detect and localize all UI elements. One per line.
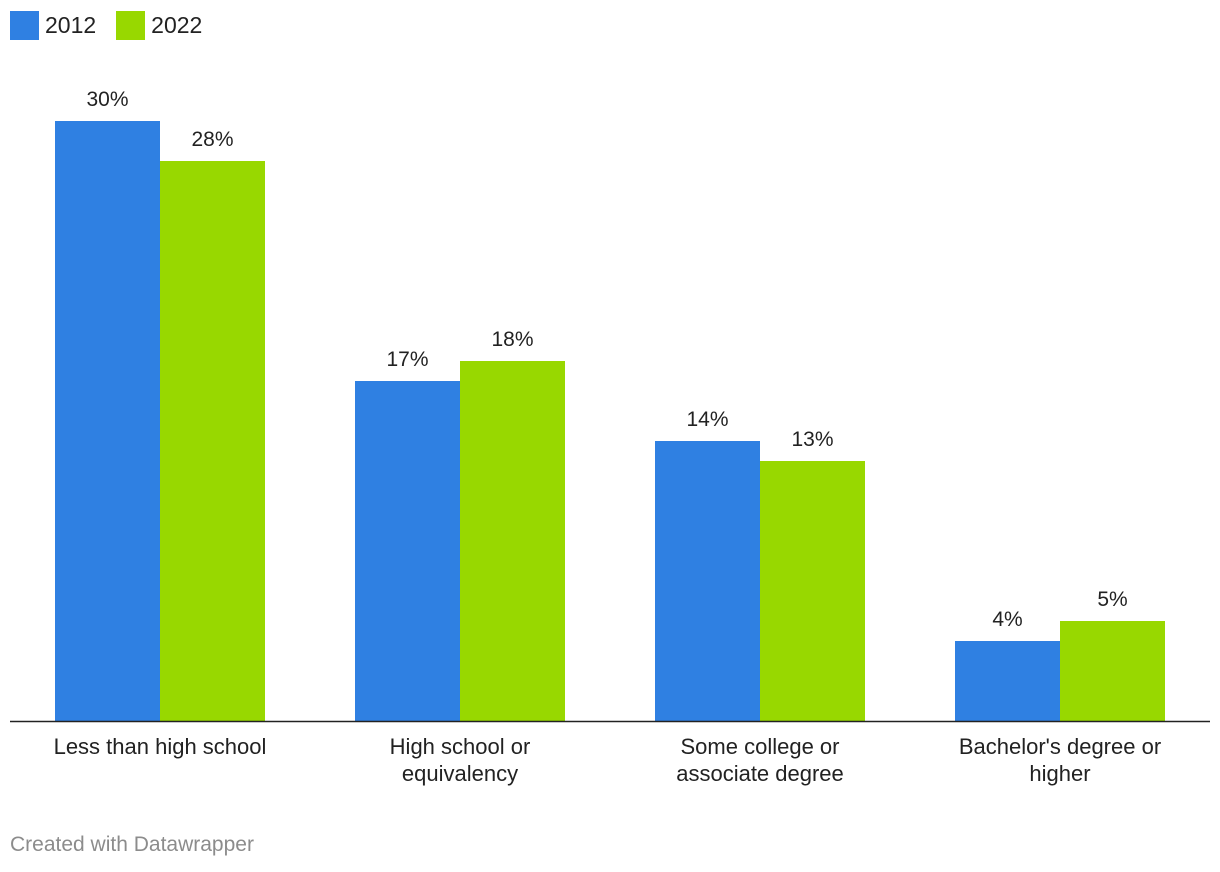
category-label-0-line-0: Less than high school	[54, 734, 267, 759]
category-label-3-line-1: higher	[1029, 761, 1090, 786]
data-label-2012-1: 17%	[386, 348, 428, 371]
bar-2012-0	[55, 121, 160, 721]
category-label-3-line-0: Bachelor's degree or	[959, 734, 1161, 759]
legend-item-2022: 2022	[116, 11, 202, 40]
legend-label-2022: 2022	[151, 12, 203, 38]
legend-swatch-2012	[10, 11, 39, 40]
bar-2012-2	[655, 441, 760, 721]
legend-swatch-2022	[116, 11, 146, 40]
bar-2022-2	[760, 461, 865, 721]
bar-2022-3	[1060, 621, 1165, 721]
legend: 2012 2022	[10, 11, 222, 40]
data-label-2012-0: 30%	[86, 88, 128, 111]
category-label-1-line-1: equivalency	[402, 761, 518, 786]
bar-2022-1	[460, 361, 565, 721]
data-label-2022-2: 13%	[791, 428, 833, 451]
data-label-2022-1: 18%	[491, 328, 533, 351]
bar-2022-0	[160, 161, 265, 721]
category-label-1-line-0: High school or	[390, 734, 531, 759]
legend-item-2012: 2012	[10, 11, 96, 40]
data-label-2022-0: 28%	[191, 128, 233, 151]
data-label-2012-2: 14%	[686, 408, 728, 431]
data-label-2012-3: 4%	[992, 608, 1022, 631]
category-label-2-line-0: Some college or	[681, 734, 840, 759]
bar-2012-3	[955, 641, 1060, 721]
category-label-2-line-1: associate degree	[676, 761, 844, 786]
data-label-2022-3: 5%	[1097, 588, 1127, 611]
bar-2012-1	[355, 381, 460, 721]
footer-credit: Created with Datawrapper	[10, 833, 254, 856]
legend-label-2012: 2012	[45, 12, 97, 38]
